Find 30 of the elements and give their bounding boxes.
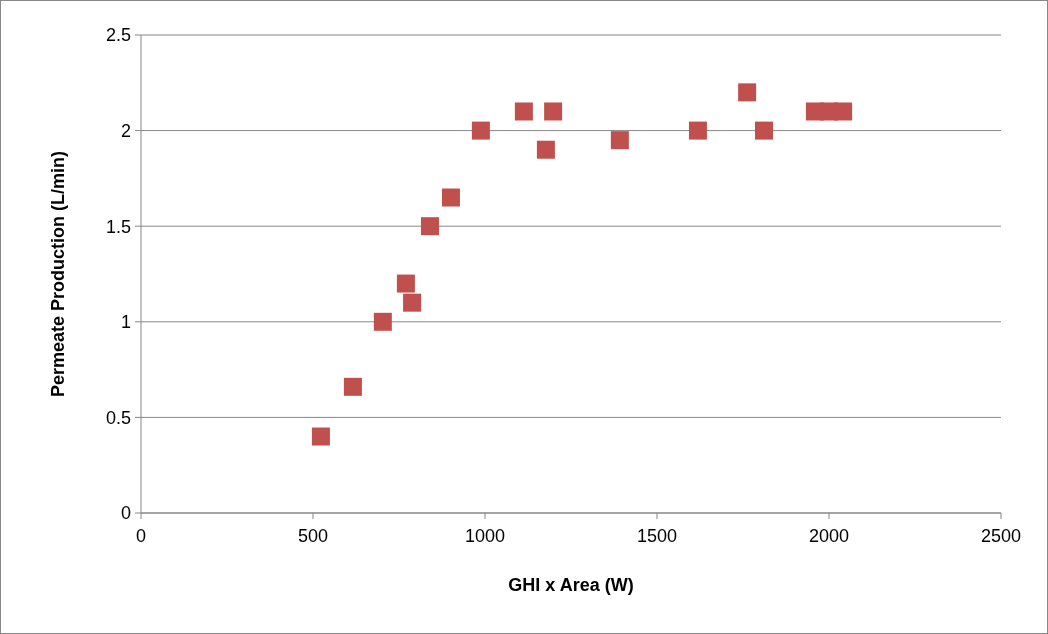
x-tick-label: 0 xyxy=(135,526,147,546)
y-tick-label: 0.5 xyxy=(105,407,131,428)
y-tick-label: 2 xyxy=(120,120,131,141)
point xyxy=(544,102,563,121)
point xyxy=(738,83,757,102)
point xyxy=(688,121,707,140)
y-tick-label: 2.5 xyxy=(105,25,131,46)
point xyxy=(403,293,422,312)
point xyxy=(396,274,415,293)
point xyxy=(420,217,439,236)
y-tick-label: 1.5 xyxy=(105,216,131,237)
y-axis-title: Permeate Production (L/min) xyxy=(48,150,68,398)
point xyxy=(373,312,392,331)
x-tick-label: 1500 xyxy=(636,526,678,546)
point xyxy=(610,131,629,150)
point xyxy=(471,121,490,140)
x-tick-label: 2000 xyxy=(808,526,850,546)
point xyxy=(343,377,362,396)
x-tick-label: 500 xyxy=(297,526,329,546)
x-axis-title: GHI x Area (W) xyxy=(508,575,634,595)
point xyxy=(514,102,533,121)
point xyxy=(311,427,330,446)
point xyxy=(834,102,853,121)
point xyxy=(754,121,773,140)
x-tick-label: 1000 xyxy=(464,526,506,546)
x-tick-label: 2500 xyxy=(980,526,1022,546)
y-tick-label: 0 xyxy=(120,503,131,524)
y-tick-label: 1 xyxy=(120,312,131,333)
point xyxy=(536,140,555,159)
point xyxy=(441,188,460,207)
